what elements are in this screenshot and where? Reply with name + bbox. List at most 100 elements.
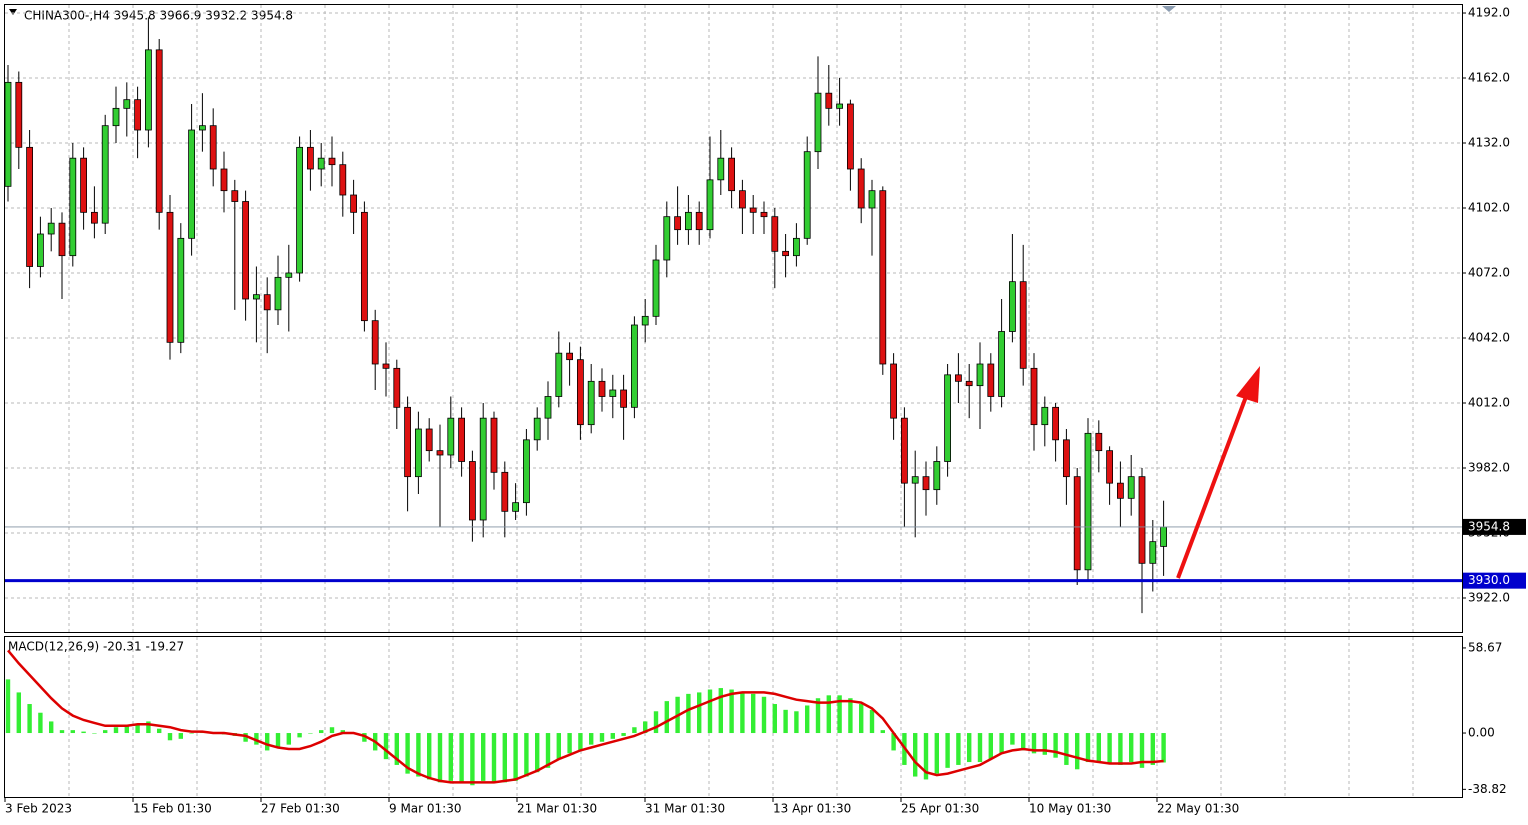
- macd-bar: [1107, 733, 1112, 764]
- y-tick-label: 4072.0: [1468, 266, 1510, 280]
- candle-body: [1030, 367, 1038, 426]
- macd-bar: [707, 689, 713, 734]
- macd-bar: [167, 733, 173, 741]
- macd-bar: [556, 733, 561, 760]
- candle-body: [652, 259, 660, 317]
- macd-bar: [481, 733, 486, 781]
- candle-body: [393, 367, 401, 408]
- macd-bar: [578, 733, 583, 751]
- macd-bar: [1031, 733, 1037, 754]
- candle-body: [631, 324, 638, 408]
- candle-body: [544, 396, 552, 419]
- macd-bar: [146, 721, 151, 734]
- macd-bar: [383, 733, 389, 760]
- macd-bar: [643, 721, 648, 734]
- candle-body: [198, 125, 206, 131]
- candle-body: [717, 157, 725, 181]
- candle-body: [252, 294, 260, 300]
- macd-bar: [1010, 733, 1015, 745]
- candle-body: [1052, 406, 1059, 441]
- macd-bar: [1053, 733, 1058, 758]
- macd-bar: [1139, 733, 1145, 768]
- macd-bar: [103, 730, 108, 734]
- x-tick-label: 22 May 01:30: [1157, 802, 1239, 816]
- macd-bar: [988, 733, 993, 760]
- macd-bar: [16, 692, 21, 734]
- candle-body: [587, 380, 595, 426]
- macd-bar: [92, 733, 97, 734]
- candle-body: [695, 211, 703, 231]
- candle-body: [80, 157, 87, 213]
- macd-bar: [977, 733, 983, 763]
- candle-body: [760, 211, 768, 218]
- arrow: [1176, 385, 1252, 579]
- y-tick-label: 4042.0: [1468, 330, 1510, 344]
- y-tick-label: 4102.0: [1468, 201, 1510, 215]
- candle-body: [609, 389, 617, 397]
- candle-body: [166, 211, 174, 343]
- y-tick-label: 4012.0: [1468, 395, 1510, 409]
- macd-bar: [880, 730, 885, 734]
- candle-body: [382, 363, 390, 369]
- macd-bar: [70, 730, 75, 734]
- x-tick-label: 9 Mar 01:30: [389, 802, 462, 816]
- candle-body: [58, 222, 66, 257]
- x-tick-label: 27 Feb 01:30: [261, 802, 340, 816]
- macd-bar: [524, 733, 529, 777]
- macd-bar: [1096, 733, 1101, 763]
- candle-body: [793, 237, 800, 257]
- y-tick-label: 4162.0: [1468, 71, 1510, 85]
- x-tick-label: 10 May 01:30: [1029, 802, 1111, 816]
- candle-body: [803, 151, 811, 239]
- candle-body: [134, 99, 142, 131]
- candle-body: [987, 363, 995, 397]
- macd-bar: [394, 733, 399, 765]
- x-tick-label: 15 Feb 01:30: [133, 802, 212, 816]
- macd-bar: [772, 704, 777, 734]
- candle-body: [1106, 450, 1113, 484]
- macd-bar: [329, 727, 335, 734]
- support-box: [1463, 572, 1526, 589]
- macd-bar: [535, 733, 540, 773]
- macd-bar: [697, 692, 702, 734]
- macd-bar: [621, 733, 626, 736]
- menu-arrow[interactable]: [9, 9, 17, 15]
- shift-marker: [1162, 6, 1176, 12]
- candle-body: [998, 331, 1005, 397]
- macd-bar: [664, 701, 669, 734]
- macd-bar: [805, 705, 810, 734]
- candle-body: [857, 168, 865, 209]
- macd-bar: [416, 733, 421, 777]
- candle-body: [339, 164, 347, 196]
- support-label: 3930.0: [1468, 573, 1510, 587]
- candle-body: [436, 450, 444, 456]
- macd-bar: [967, 733, 972, 763]
- candle-body: [37, 233, 44, 267]
- candle-body: [598, 380, 606, 397]
- candle-body: [306, 146, 314, 170]
- candle-body: [782, 250, 789, 257]
- arrow-head: [1236, 366, 1260, 403]
- candle-body: [836, 103, 843, 109]
- plot: 4192.0 4162.0 4132.0 4102.0 4072.0 4042.0 4012…: [4, 5, 1526, 816]
- signal-line: [7, 649, 1164, 784]
- macd-bar: [761, 696, 767, 734]
- macd-bar: [632, 727, 637, 734]
- macd-bar: [38, 712, 43, 734]
- candle-body: [1041, 406, 1049, 426]
- macd-bar: [729, 689, 734, 734]
- macd-bar: [740, 692, 745, 734]
- macd-bar: [869, 709, 875, 734]
- candle-body: [922, 476, 930, 491]
- candle-body: [1117, 482, 1124, 499]
- candle-body: [620, 389, 627, 408]
- macd-bar: [81, 731, 86, 734]
- candle-body: [663, 216, 671, 261]
- candle-body: [91, 211, 98, 224]
- macd-bar: [826, 695, 831, 734]
- candle-body: [350, 194, 358, 213]
- candle-body: [879, 190, 887, 365]
- candle-body: [771, 216, 779, 252]
